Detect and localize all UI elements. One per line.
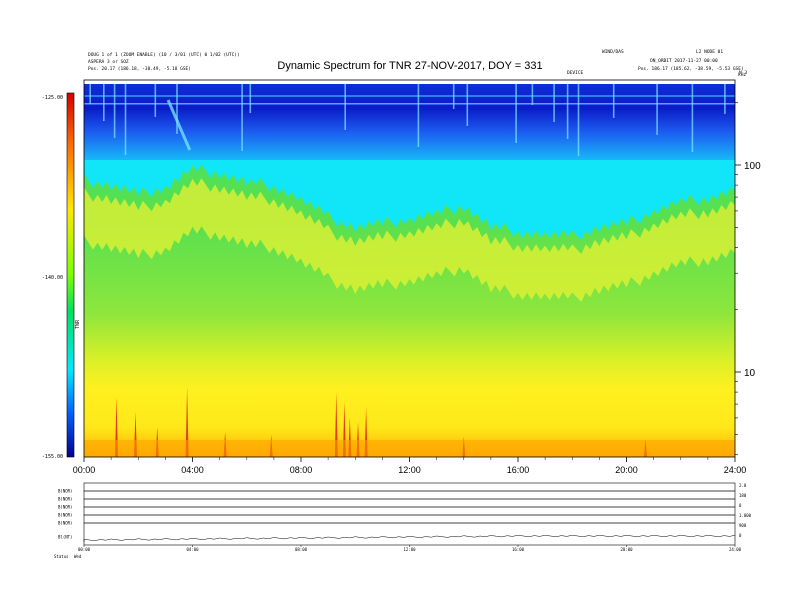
x-tick-label-6: 24:00 xyxy=(724,465,747,475)
streak-3 xyxy=(124,84,127,155)
streak-18 xyxy=(656,84,658,135)
streak-15 xyxy=(566,84,569,139)
colorbar-tick-top: -125.00 xyxy=(42,95,63,101)
header-left-line-1: DOUG 1 of 1 (ZOOM ENABLE) (10 / 3/01 (UT… xyxy=(88,52,240,58)
header: DOUG 1 of 1 (ZOOM ENABLE) (10 / 3/01 (UT… xyxy=(88,49,747,76)
spectrogram-blue-region xyxy=(84,80,735,160)
streak-17 xyxy=(612,84,615,118)
lower-right-tick-3: 1.000 xyxy=(739,513,752,518)
header-center-label: DEVICE xyxy=(567,70,584,76)
lower-row-trace-5 xyxy=(83,534,736,542)
lower-right-tick-4: 900 xyxy=(739,523,747,528)
colorbar-label: TNR xyxy=(75,319,81,329)
streak-2 xyxy=(113,84,116,138)
streak-1 xyxy=(103,84,105,121)
spectrogram-top-gap xyxy=(84,80,735,84)
x-tick-label-5: 20:00 xyxy=(615,465,638,475)
chart-title: Dynamic Spectrum for TNR 27-NOV-2017, DO… xyxy=(277,60,542,72)
streak-8 xyxy=(344,84,346,130)
spike-3 xyxy=(185,387,189,457)
streak-0 xyxy=(89,84,91,104)
streak-10 xyxy=(452,84,455,109)
colorbar-tick-mid: -140.00 xyxy=(42,275,63,281)
footer-day: Wed xyxy=(74,554,82,559)
x-tick-label-0: 00:00 xyxy=(73,465,96,475)
lower-right-tick-0: 2.0 xyxy=(739,483,747,488)
spectrogram xyxy=(84,80,735,457)
lower-x-tick-label-4: 16:00 xyxy=(512,547,525,552)
spectrogram-bottom-band xyxy=(84,440,735,457)
streak-6 xyxy=(241,84,243,151)
streak-19 xyxy=(691,84,694,152)
streak-13 xyxy=(531,84,534,105)
lower-x-tick-label-1: 04:00 xyxy=(186,547,199,552)
footer-status: Status xyxy=(54,554,69,559)
streak-16 xyxy=(577,84,580,156)
x-tick-label-1: 04:00 xyxy=(181,465,204,475)
streak-14 xyxy=(553,84,555,122)
colorbar-gradient xyxy=(66,92,75,458)
streak-20 xyxy=(724,84,726,114)
lower-x-tick-label-3: 12:00 xyxy=(403,547,416,552)
lower-x-tick-label-2: 08:00 xyxy=(295,547,308,552)
header-right-line-3: ON_ORBIT 2017-11-27 00:00 xyxy=(650,58,718,64)
header-right-line-2: L2 NODE 01 xyxy=(696,49,723,55)
lower-right-tick-1: 180 xyxy=(739,493,747,498)
lower-x-tick-label-0: 00:00 xyxy=(78,547,91,552)
spectrogram-band-line-1 xyxy=(84,95,735,97)
y-axis-unit: kHz xyxy=(738,72,746,78)
colorbar: -125.00 -140.00 -155.00 TNR xyxy=(42,92,81,460)
lower-x-tick-label-5: 20:00 xyxy=(620,547,633,552)
spectrogram-yellow-band xyxy=(84,178,735,302)
x-tick-label-4: 16:00 xyxy=(507,465,530,475)
streak-4 xyxy=(154,84,157,117)
lower-right-tick-5: 0 xyxy=(739,533,742,538)
lower-panel-x-axis: 00:00 04:00 08:00 12:00 16:00 20:00 24:00 xyxy=(78,545,742,552)
lower-panel-rows: B(NOR) B(NOR) B(NOR) B(NOR) B(NOR) Bl(NT) 2.0 1… xyxy=(58,483,752,542)
header-left-line-3: Pos. 20.17 (186.18, -38.49, -5.18 GSE) xyxy=(88,66,191,72)
lower-panel-frame xyxy=(83,482,736,546)
y-tick-label-100: 100 xyxy=(744,161,761,172)
lower-row-label-4: B(NOR) xyxy=(58,521,72,526)
streak-11 xyxy=(466,84,469,126)
lower-row-label-3: B(NOR) xyxy=(58,513,72,518)
x-axis: 00:00 04:00 08:00 12:00 16:00 20:00 24:00 xyxy=(73,457,747,475)
header-right-line-1: WIND/DAS xyxy=(602,49,624,55)
lower-right-tick-2: 0 xyxy=(739,503,742,508)
spectrogram-cyan-region xyxy=(84,150,735,240)
lower-row-label-1: B(NOR) xyxy=(58,497,72,502)
lower-panel: B(NOR) B(NOR) B(NOR) B(NOR) B(NOR) Bl(NT) 2.0 1… xyxy=(54,482,752,559)
streak-5 xyxy=(176,84,178,134)
streak-12 xyxy=(515,84,517,143)
lower-row-label-2: B(NOR) xyxy=(58,505,72,510)
streak-7 xyxy=(249,84,252,113)
x-tick-label-3: 12:00 xyxy=(398,465,421,475)
streak-diagonal xyxy=(166,99,192,151)
y-tick-label-10: 10 xyxy=(744,368,756,379)
header-left-line-2: ASPERA 3 or SOZ xyxy=(88,59,129,65)
header-corner-label: N 3 xyxy=(739,70,747,76)
spectrogram-streaks xyxy=(89,84,726,156)
y-minor-ticks xyxy=(735,102,738,455)
spectrogram-band-line-2 xyxy=(84,103,735,105)
streak-9 xyxy=(417,84,420,147)
lower-row-label-0: B(NOR) xyxy=(58,489,72,494)
header-right-line-4: Pos. 186.17 (185.62, -38.59, -5.53 GSE) xyxy=(638,66,744,72)
lower-row-label-5: Bl(NT) xyxy=(58,535,72,540)
lower-x-tick-label-6: 24:00 xyxy=(729,547,742,552)
y-axis-right: kHz 100 10 xyxy=(735,72,761,455)
x-tick-label-2: 08:00 xyxy=(290,465,313,475)
colorbar-tick-bottom: -155.00 xyxy=(42,454,63,460)
